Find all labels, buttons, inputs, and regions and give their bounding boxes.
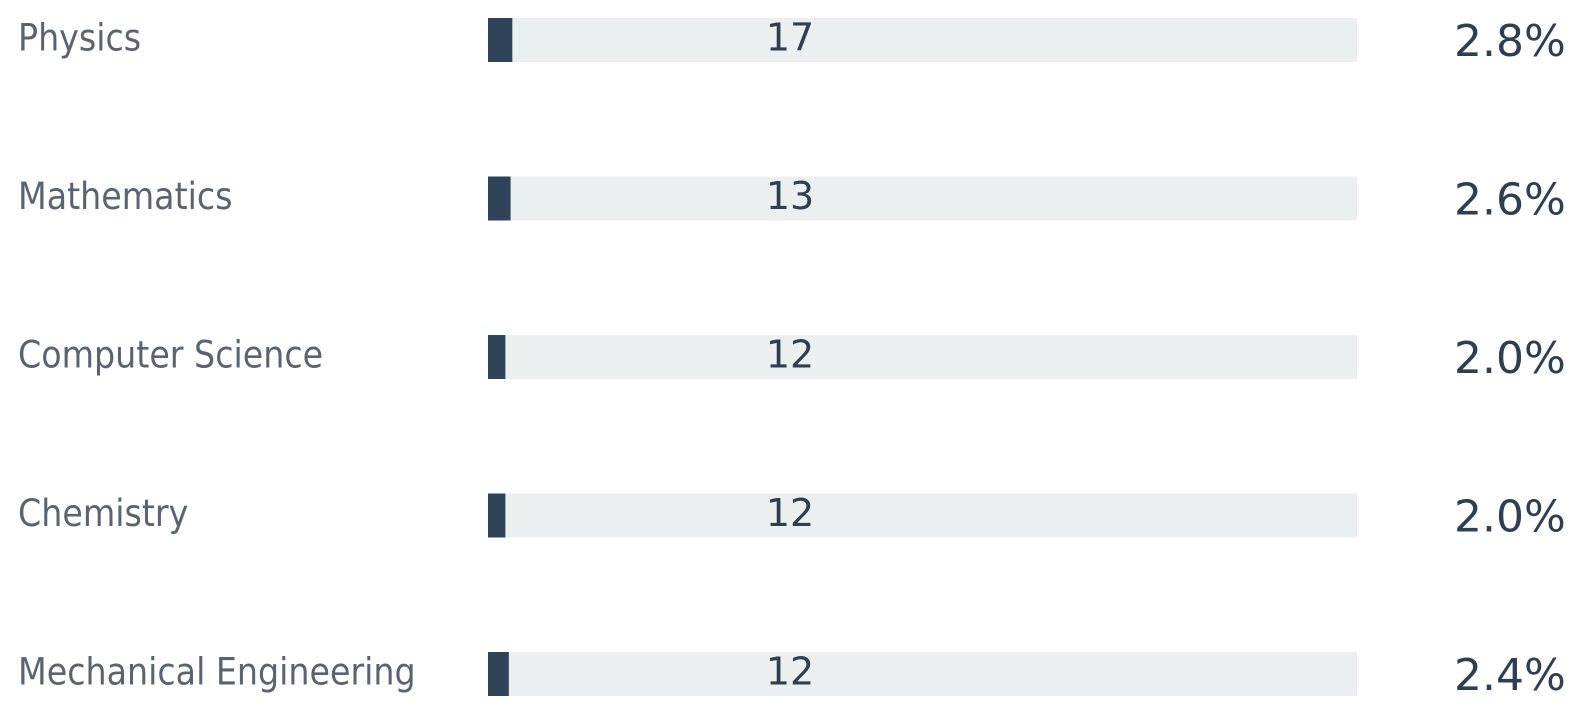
bar-track	[488, 176, 1357, 221]
bar	[488, 652, 509, 696]
bar-track	[488, 335, 1357, 379]
percent-label: 2.0%	[1454, 492, 1566, 543]
count-label: 12	[766, 491, 814, 535]
bar-track	[488, 493, 1357, 538]
count-label: 13	[766, 174, 814, 218]
percent-label: 2.4%	[1454, 650, 1566, 701]
count-label: 12	[766, 650, 814, 694]
bar	[488, 493, 506, 538]
category-label: Mechanical Engineering	[18, 651, 416, 694]
bar-track	[488, 652, 1357, 696]
category-label: Mathematics	[18, 175, 233, 218]
category-label: Chemistry	[18, 492, 188, 535]
percent-label: 2.8%	[1454, 16, 1566, 67]
bar	[488, 335, 506, 379]
bar	[488, 176, 511, 221]
bar	[488, 18, 513, 62]
percent-label: 2.0%	[1454, 333, 1566, 384]
percent-label: 2.6%	[1454, 175, 1566, 226]
category-label: Physics	[18, 17, 141, 60]
category-label: Computer Science	[18, 334, 323, 377]
count-label: 17	[766, 16, 814, 60]
count-label: 12	[766, 333, 814, 377]
bar-track	[488, 18, 1357, 62]
